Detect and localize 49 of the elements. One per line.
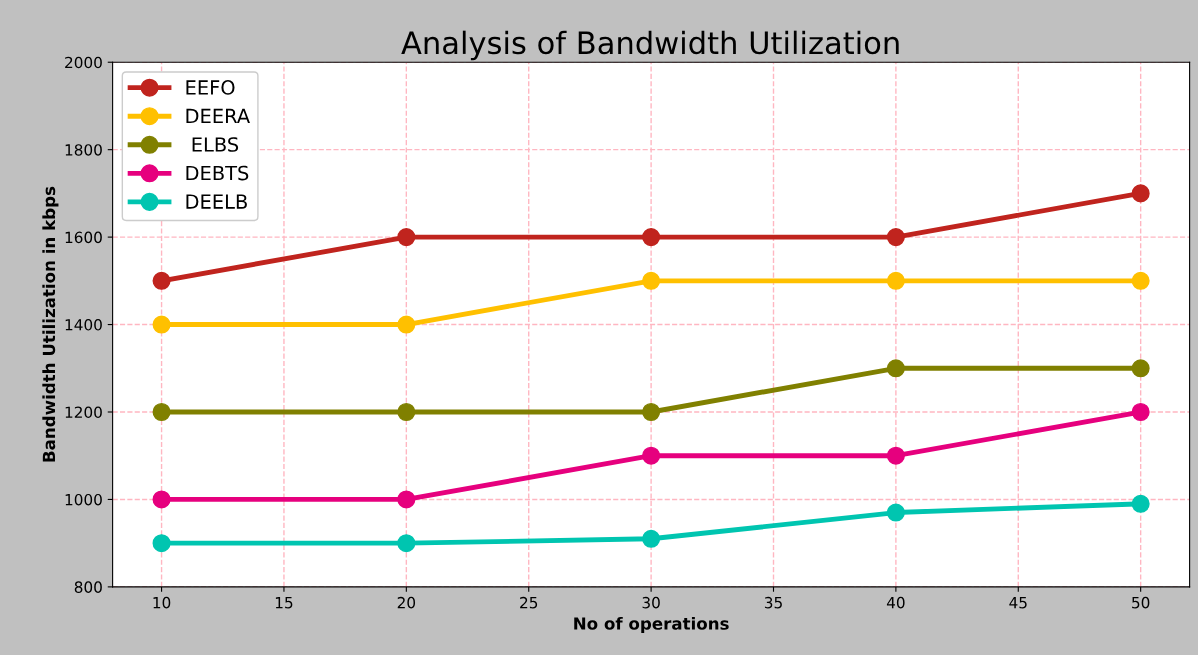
point xyxy=(152,534,171,553)
x-tick-label: 10 xyxy=(153,596,171,609)
point xyxy=(397,490,416,509)
legend-label: DEELB xyxy=(186,194,247,209)
y-tick-label: 1400 xyxy=(65,319,102,331)
legend-label: EEFO xyxy=(186,80,235,95)
x-axis-title: No of operations xyxy=(574,616,729,634)
y-axis-title: Bandwidth Utilization in kbps xyxy=(42,186,59,462)
x-tick-label: 40 xyxy=(886,596,905,609)
point xyxy=(886,271,905,290)
x-tick-label: 30 xyxy=(642,596,660,609)
x-tick-label: 20 xyxy=(397,596,416,609)
legend-label: DEBTS xyxy=(186,165,249,181)
legend-label: ELBS xyxy=(192,137,239,152)
y-tick-label: 800 xyxy=(74,581,102,593)
point xyxy=(886,503,905,522)
y-tick-label: 1600 xyxy=(65,231,102,244)
point xyxy=(642,529,661,548)
legend-label: DEERA xyxy=(186,108,250,124)
x-tick-label: 15 xyxy=(275,597,293,609)
point xyxy=(886,446,905,465)
point xyxy=(397,315,416,334)
point xyxy=(152,271,171,290)
point xyxy=(397,402,416,422)
x-tick-label: 50 xyxy=(1132,596,1150,609)
point xyxy=(397,228,416,247)
y-tick-label: 1800 xyxy=(65,144,102,156)
point xyxy=(1131,494,1150,513)
x-tick-label: 45 xyxy=(1009,597,1027,609)
point xyxy=(152,315,171,334)
point xyxy=(642,402,661,422)
y-tick-label: 1200 xyxy=(65,406,102,419)
point xyxy=(642,228,661,247)
point xyxy=(152,402,171,422)
point xyxy=(642,271,661,290)
y-tick-label: 1000 xyxy=(65,493,102,506)
point xyxy=(642,446,661,465)
point xyxy=(152,490,171,509)
point xyxy=(1131,402,1150,422)
chart-title: Analysis of Bandwidth Utilization xyxy=(401,30,899,61)
point xyxy=(886,359,905,378)
y-tick-label: 2000 xyxy=(65,56,102,69)
x-tick-label: 25 xyxy=(520,596,538,609)
point xyxy=(1131,271,1150,290)
x-tick-label: 35 xyxy=(764,596,782,609)
point xyxy=(397,534,416,553)
point xyxy=(886,228,905,247)
point xyxy=(1131,184,1150,203)
point xyxy=(1131,359,1150,378)
